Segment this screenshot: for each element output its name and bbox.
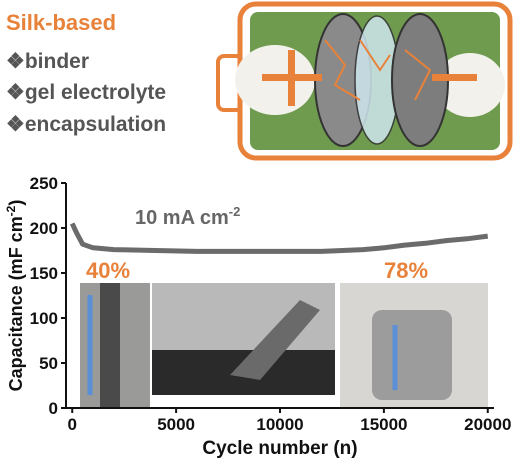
annotation: 78% — [384, 258, 428, 283]
y-axis-label-sup: -2 — [4, 205, 18, 216]
header-item: ❖binder — [6, 50, 89, 73]
x-tick-label: 10000 — [256, 415, 303, 434]
x-axis-label: Cycle number (n) — [202, 438, 357, 459]
x-tick-label: 0 — [67, 415, 76, 434]
y-axis-label-part: ) — [6, 200, 26, 206]
y-tick-label: 0 — [49, 399, 58, 418]
y-tick-label: 200 — [30, 219, 58, 238]
y-tick-label: 250 — [30, 174, 58, 193]
data-line — [69, 222, 489, 254]
y-tick-label: 50 — [39, 354, 58, 373]
x-tick-label: 15000 — [360, 415, 407, 434]
header-item: ❖gel electrolyte — [6, 81, 166, 104]
x-tick-label: 5000 — [157, 415, 195, 434]
header-item: ❖encapsulation — [6, 113, 166, 136]
photo-inset — [80, 283, 488, 408]
battery-diagram — [216, 1, 513, 161]
annotation-sup: -2 — [229, 204, 241, 219]
annotation: 40% — [86, 258, 130, 283]
x-tick-label: 20000 — [464, 415, 511, 434]
annotation-part: 10 mA cm — [135, 207, 229, 229]
annotation: 10 mA cm-2 — [135, 204, 240, 229]
y-tick-label: 150 — [30, 264, 58, 283]
header-title: Silk-based — [6, 10, 116, 35]
y-tick-label: 100 — [30, 309, 58, 328]
y-axis-label: Capacitance (mF cm-2) — [4, 200, 26, 392]
y-axis-label-part: Capacitance (mF cm — [6, 216, 26, 391]
